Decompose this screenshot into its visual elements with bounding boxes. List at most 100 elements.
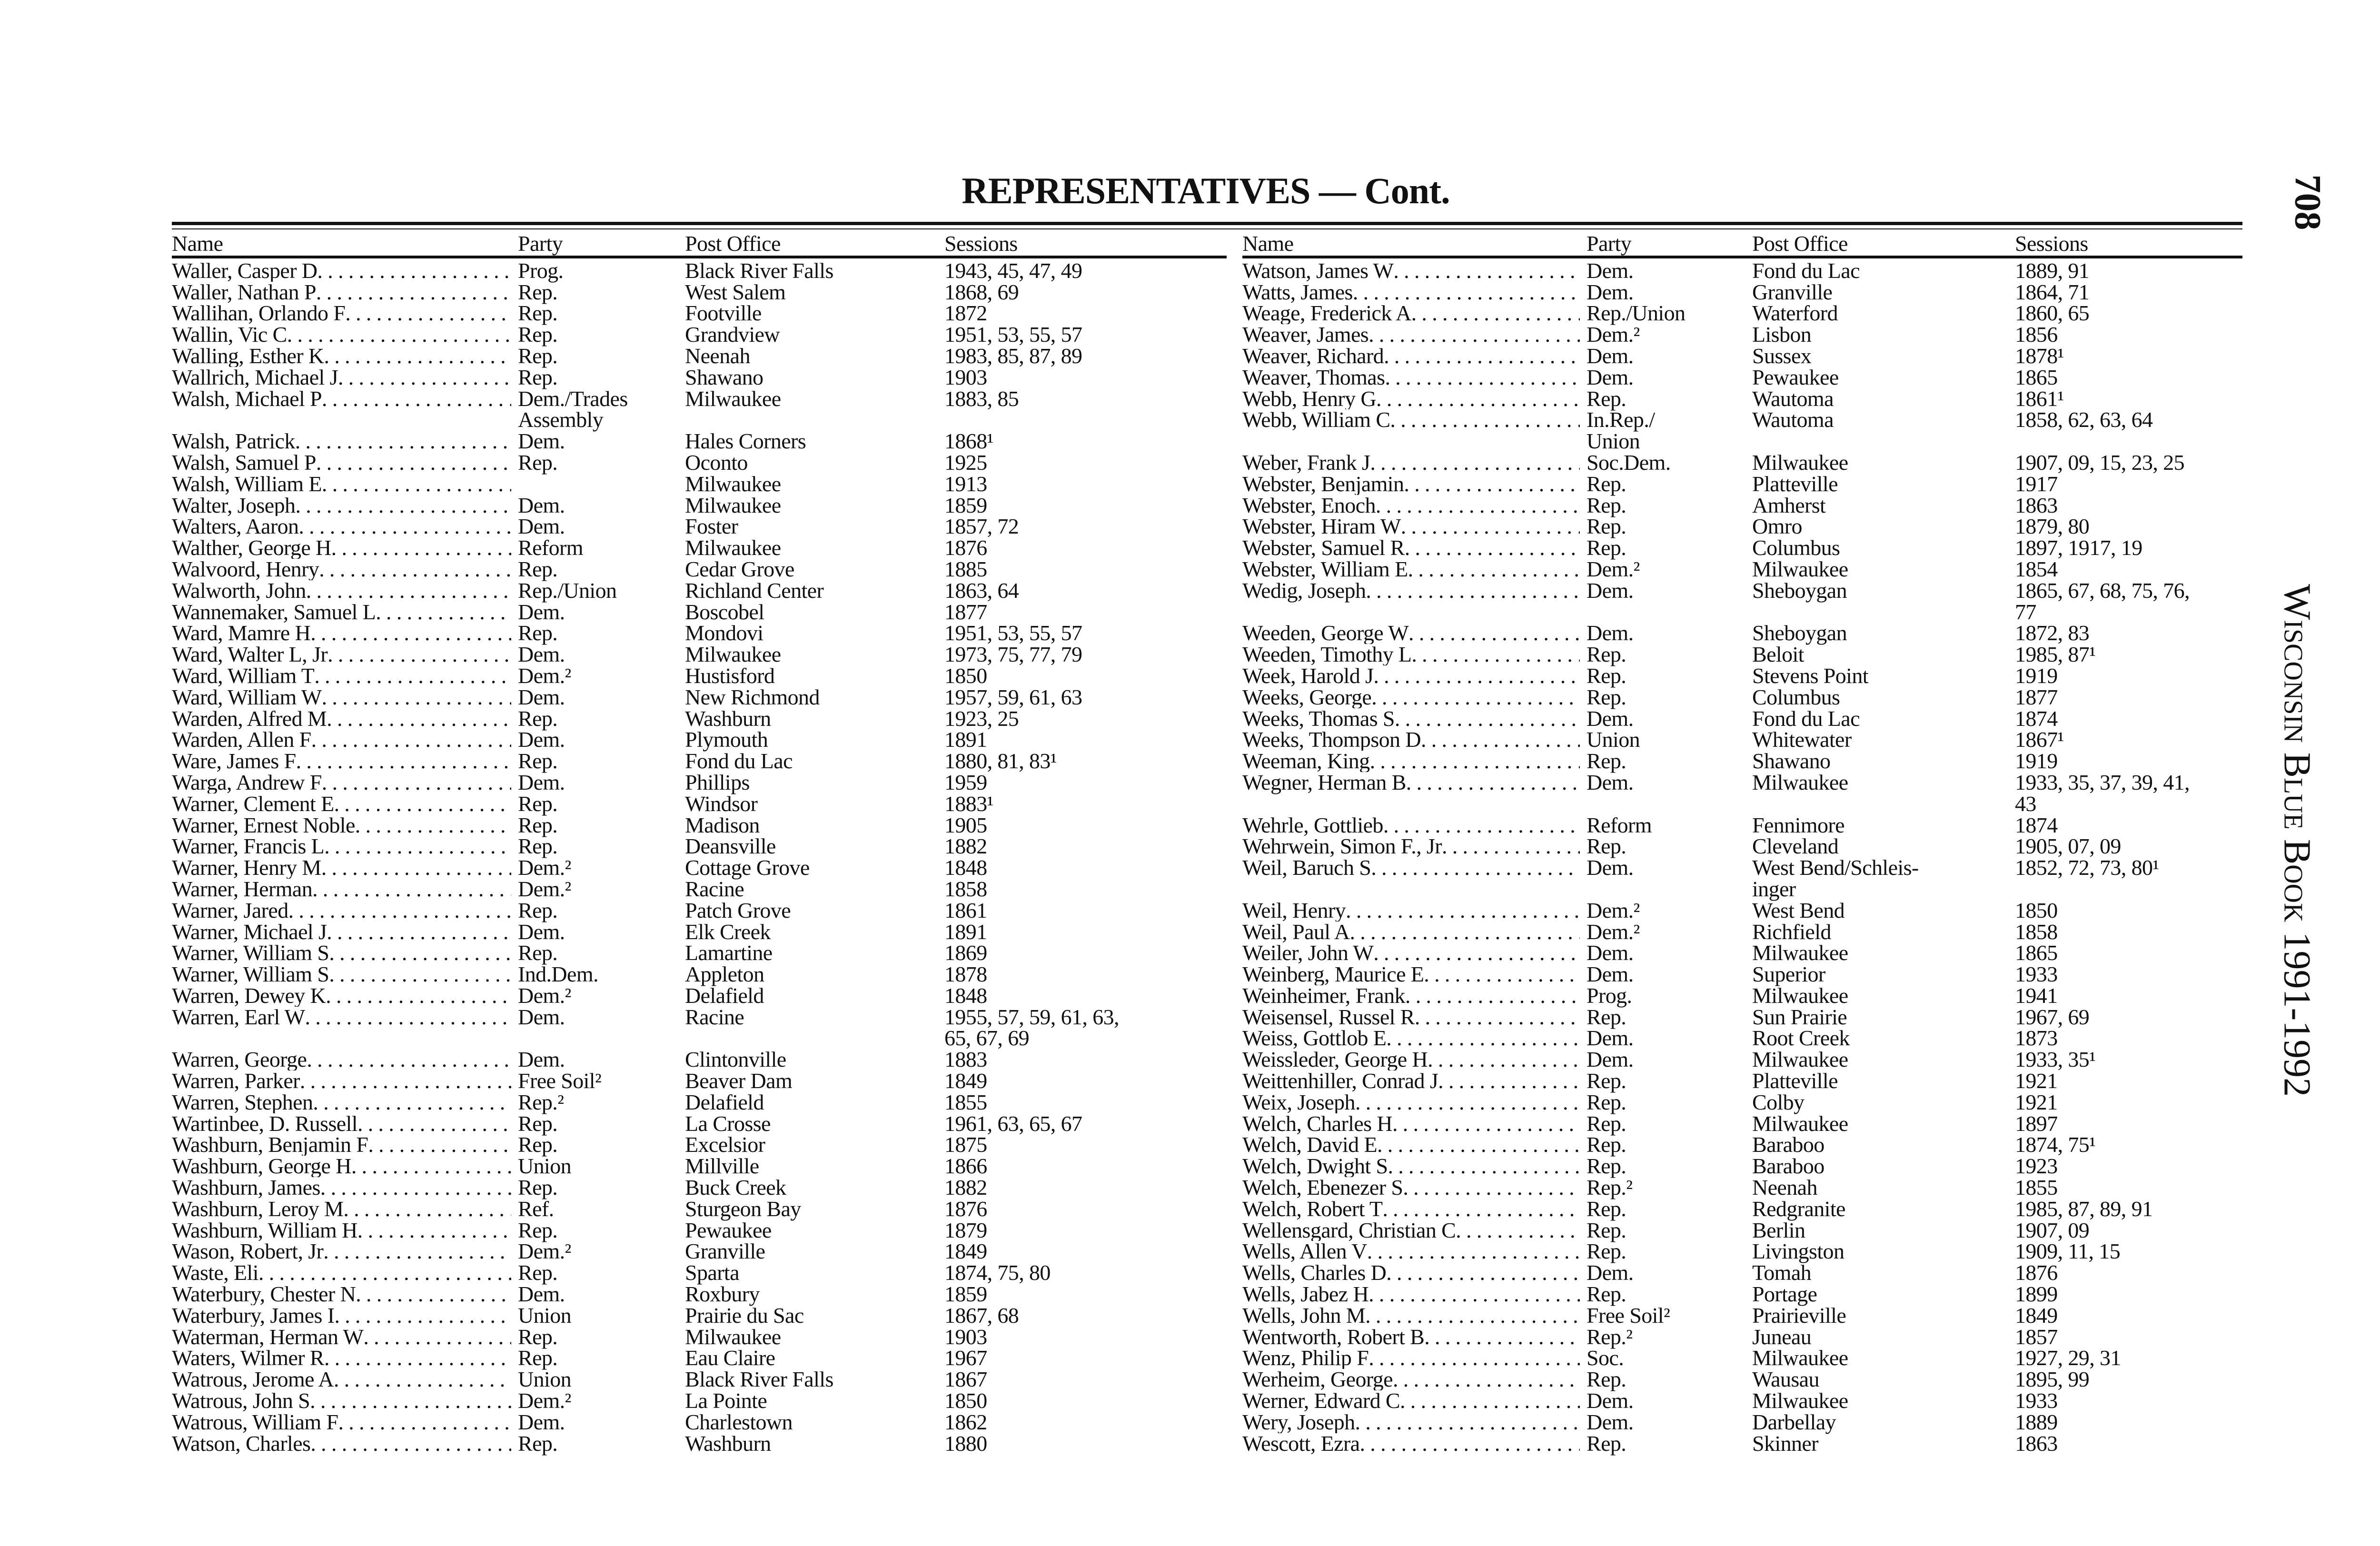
cell-sessions: 1879, 80: [2015, 514, 2090, 539]
member-name: Warner, Henry M: [172, 857, 321, 879]
cell-sessions: 1885: [944, 556, 987, 581]
cell-name: Watts, James: [1242, 282, 1587, 303]
dot-leader: [295, 495, 511, 516]
cell-post-office: Washburn: [685, 1431, 771, 1456]
cell-sessions: 1864, 71: [2015, 279, 2090, 304]
cell-sessions: 1883: [944, 1047, 987, 1072]
member-name: Warner, William S: [172, 964, 329, 985]
cell-sessions: 1897: [2015, 1111, 2058, 1136]
cell-party: Dem.²: [1587, 898, 1640, 922]
cell-party: Rep.: [518, 813, 558, 837]
cell-sessions: 1863, 64: [944, 578, 1019, 603]
cell-name: Watson, James W: [1242, 260, 1587, 282]
cell-name: Wells, Charles D: [1242, 1262, 1587, 1284]
dot-leader: [1442, 836, 1580, 857]
dot-leader: [258, 1262, 511, 1284]
cell-party: Soc.: [1587, 1346, 1624, 1370]
member-name: Wannemaker, Samuel L: [172, 601, 376, 623]
member-name: Weil, Paul A: [1242, 921, 1350, 943]
cell-name: Waller, Nathan P: [172, 282, 518, 303]
dot-leader: [327, 922, 511, 943]
cell-post-office: Delafield: [685, 1090, 764, 1114]
dot-leader: [351, 1156, 511, 1177]
dot-leader: [1415, 1007, 1580, 1028]
cell-party: Dem.: [518, 684, 565, 709]
cell-name: Weaver, Thomas: [1242, 367, 1587, 388]
cell-name: Wedig, Joseph: [1242, 580, 1587, 623]
cell-name: Wegner, Herman B: [1242, 772, 1587, 815]
cell-post-office: Granville: [685, 1239, 765, 1264]
dot-leader: [355, 815, 511, 836]
cell-name: Welch, Dwight S: [1242, 1156, 1587, 1177]
member-name: Ward, William W: [172, 686, 322, 708]
table-row: Washburn, Leroy M Ref. Sturgeon Bay 1876: [172, 1198, 1227, 1220]
cell-party: Dem.²: [1587, 919, 1640, 944]
cell-party: Dem.: [1587, 1047, 1634, 1072]
cell-party: Rep.: [1587, 642, 1626, 667]
cell-sessions: 1967, 69: [2015, 1004, 2090, 1029]
dot-leader: [1359, 1433, 1580, 1455]
member-name: Weeman, King: [1242, 751, 1370, 772]
table-row: Weil, Henry Dem.² West Bend 1850: [1242, 898, 2242, 922]
cell-post-office: Foster: [685, 514, 738, 539]
dot-leader: [1424, 1327, 1580, 1348]
cell-name: Walters, Aaron: [172, 516, 518, 537]
member-name: Wason, Robert, Jr: [172, 1241, 324, 1263]
page-number: 708: [2287, 174, 2329, 230]
cell-post-office: Beloit: [1752, 642, 1804, 667]
cell-party: Rep.: [518, 941, 558, 965]
cell-party: Dem.: [1587, 365, 1634, 389]
dot-leader: [322, 687, 511, 708]
cell-post-office: Baraboo: [1752, 1132, 1825, 1157]
cell-party: Dem.: [1587, 1388, 1634, 1413]
cell-post-office: West Bend: [1752, 898, 1845, 922]
dot-leader: [1404, 474, 1580, 495]
cell-post-office: Pewaukee: [1752, 365, 1839, 389]
member-name: Weaver, Richard: [1242, 345, 1384, 367]
cell-party: Rep.: [1587, 493, 1626, 517]
table-row: Warner, Jared Rep. Patch Grove 1861: [172, 899, 1227, 922]
table-row: Warren, Stephen Rep.² Delafield 1855: [172, 1090, 1227, 1114]
table-row: Wenz, Philip F Soc. Milwaukee 1927, 29, 31: [1242, 1346, 2242, 1370]
cell-name: Washburn, Benjamin F: [172, 1134, 518, 1156]
cell-name: Weeman, King: [1242, 751, 1587, 772]
cell-sessions: 1849: [944, 1239, 987, 1264]
cell-post-office: Fond du Lac: [1752, 706, 1860, 731]
dot-leader: [1424, 964, 1580, 985]
cell-party: Rep.: [1587, 514, 1626, 539]
cell-party: Dem.²: [518, 855, 571, 880]
member-name: Ward, Mamre H: [172, 623, 311, 644]
member-name: Wery, Joseph: [1242, 1411, 1355, 1433]
cell-post-office: Pewaukee: [685, 1218, 772, 1242]
cell-post-office: New Richmond: [685, 684, 820, 709]
dot-leader: [295, 431, 511, 452]
cell-name: Weix, Joseph: [1242, 1092, 1587, 1113]
member-name: Walther, George H: [172, 537, 331, 559]
dot-leader: [1401, 516, 1580, 537]
cell-party: Dem.²: [1587, 322, 1640, 347]
cell-sessions: 1849: [2015, 1303, 2058, 1328]
member-name: Washburn, George H: [172, 1156, 351, 1178]
cell-party: Rep.: [518, 1431, 558, 1456]
dot-leader: [288, 900, 511, 922]
cell-party: Dem.: [518, 1004, 565, 1029]
dot-leader: [1408, 623, 1580, 644]
cell-name: Webster, Samuel R: [1242, 537, 1587, 559]
cell-sessions: 1876: [2015, 1260, 2058, 1285]
cell-sessions: 1859: [944, 1282, 987, 1307]
dot-leader: [1386, 1028, 1580, 1049]
cell-name: Watrous, Jerome A: [172, 1369, 518, 1390]
cell-party: Rep.²: [518, 1090, 564, 1114]
cell-party: Rep.: [1587, 1004, 1626, 1029]
cell-post-office: Milwaukee: [1752, 770, 1848, 794]
cell-post-office: Root Creek: [1752, 1026, 1850, 1050]
cell-name: Washburn, George H: [172, 1156, 518, 1177]
cell-post-office: Shawano: [685, 365, 764, 389]
cell-post-office: Beaver Dam: [685, 1069, 793, 1093]
cell-sessions: 1857: [2015, 1324, 2058, 1349]
dot-leader: [322, 388, 511, 431]
cell-sessions: 1867: [944, 1367, 987, 1392]
member-name: Wells, Allen V: [1242, 1241, 1367, 1263]
cell-name: Warga, Andrew F: [172, 772, 518, 793]
